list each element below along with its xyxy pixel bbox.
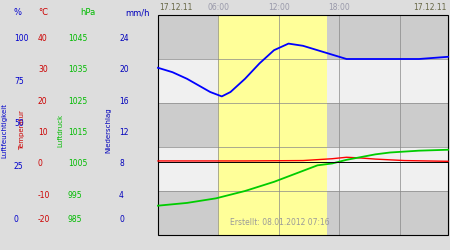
Text: °C: °C bbox=[38, 8, 48, 17]
Text: 1005: 1005 bbox=[68, 159, 87, 168]
Text: 995: 995 bbox=[68, 190, 83, 200]
Text: 1035: 1035 bbox=[68, 66, 87, 74]
Bar bbox=[158, 191, 448, 235]
Text: 4: 4 bbox=[119, 190, 124, 200]
Text: Erstellt: 08.01.2012 07:16: Erstellt: 08.01.2012 07:16 bbox=[230, 218, 330, 227]
Text: 24: 24 bbox=[119, 34, 129, 43]
Bar bbox=[158, 103, 448, 147]
Text: 8: 8 bbox=[119, 159, 124, 168]
Text: mm/h: mm/h bbox=[125, 8, 149, 17]
Text: 30: 30 bbox=[38, 66, 48, 74]
Text: %: % bbox=[14, 8, 22, 17]
Text: 25: 25 bbox=[14, 162, 23, 171]
Text: 17.12.11: 17.12.11 bbox=[159, 3, 193, 12]
Text: 1025: 1025 bbox=[68, 97, 87, 106]
Text: 75: 75 bbox=[14, 77, 24, 86]
Text: -10: -10 bbox=[38, 190, 50, 200]
Text: hPa: hPa bbox=[80, 8, 95, 17]
Text: -20: -20 bbox=[38, 216, 50, 224]
Text: 40: 40 bbox=[38, 34, 48, 43]
Text: 20: 20 bbox=[119, 66, 129, 74]
Text: 50: 50 bbox=[14, 119, 24, 128]
Text: 0: 0 bbox=[119, 216, 124, 224]
Text: 985: 985 bbox=[68, 216, 82, 224]
Text: 100: 100 bbox=[14, 34, 28, 43]
Text: Niederschlag: Niederschlag bbox=[105, 107, 111, 153]
Text: 12: 12 bbox=[119, 128, 129, 137]
Text: Temperatur: Temperatur bbox=[19, 110, 25, 150]
Bar bbox=[158, 59, 448, 103]
Text: 20: 20 bbox=[38, 97, 48, 106]
Bar bbox=[218, 15, 327, 235]
Text: 16: 16 bbox=[119, 97, 129, 106]
Text: Luftdruck: Luftdruck bbox=[57, 114, 63, 146]
Text: 18:00: 18:00 bbox=[328, 2, 350, 12]
Text: 1045: 1045 bbox=[68, 34, 87, 43]
Text: Luftfeuchtigkeit: Luftfeuchtigkeit bbox=[1, 102, 7, 158]
Text: 06:00: 06:00 bbox=[207, 2, 230, 12]
Text: 12:00: 12:00 bbox=[268, 2, 290, 12]
Text: 0: 0 bbox=[38, 159, 43, 168]
Bar bbox=[158, 147, 448, 191]
Bar bbox=[158, 15, 448, 235]
Text: 0: 0 bbox=[14, 216, 19, 224]
Text: 17.12.11: 17.12.11 bbox=[414, 3, 447, 12]
Text: 10: 10 bbox=[38, 128, 48, 137]
Text: 1015: 1015 bbox=[68, 128, 87, 137]
Bar bbox=[158, 15, 448, 59]
